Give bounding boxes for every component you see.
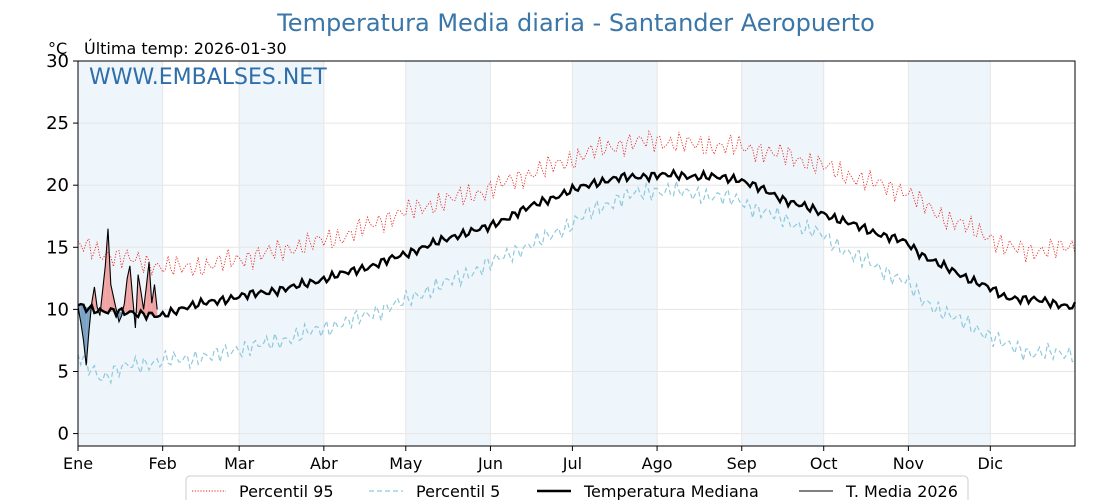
x-tick-label-mar: Mar: [224, 454, 255, 473]
anomaly-fill-25: [146, 262, 150, 316]
x-tick-label-sep: Sep: [727, 454, 757, 473]
anomaly-fill-10: [105, 228, 109, 312]
unit-label: °C: [48, 39, 67, 58]
month-band-may: [405, 61, 491, 446]
legend-box: [185, 475, 969, 500]
anomaly-fill-9: [102, 265, 106, 312]
chart-title: Temperatura Media diaria - Santander Aer…: [276, 9, 875, 37]
x-tick-label-abr: Abr: [310, 454, 338, 473]
x-tick-label-jul: Jul: [562, 454, 582, 473]
x-tick-label-ene: Ene: [63, 454, 93, 473]
month-bands: [78, 61, 991, 446]
x-tick-label-dic: Dic: [978, 454, 1004, 473]
y-tick-label-25: 25: [46, 113, 69, 134]
y-tick-label-15: 15: [46, 237, 69, 258]
month-band-mar: [239, 61, 324, 446]
legend-label-3: T. Media 2026: [845, 482, 958, 500]
y-tick-label-30: 30: [46, 51, 69, 72]
series-line-percentil-5: [77, 180, 1076, 385]
month-band-sep: [741, 61, 824, 446]
legend: Percentil 95 Percentil 5 Temperatura Media…: [185, 475, 969, 500]
x-axis: Ene Feb Mar Abr May Jun Jul Ago Sep Oct Nov Dic: [63, 446, 1003, 473]
anomaly-fill-1: [80, 305, 84, 341]
y-tick-label-5: 5: [58, 361, 69, 382]
series-line-t-media-2026: [77, 228, 158, 366]
y-axis: 0 5 10 15 20 25 30: [46, 51, 78, 445]
watermark: WWW.EMBALSES.NET: [89, 65, 327, 90]
y-tick-label-20: 20: [46, 175, 69, 196]
anomaly-fill-22: [138, 274, 141, 314]
x-tick-label-jun: Jun: [477, 454, 503, 473]
month-band-jul: [572, 61, 658, 446]
x-tick-label-feb: Feb: [149, 454, 177, 473]
x-tick-label-may: May: [389, 454, 422, 473]
y-tick-label-10: 10: [46, 299, 69, 320]
legend-label-1: Percentil 5: [416, 482, 500, 500]
series-line-temperatura-mediana: [77, 167, 1077, 322]
plot-frame: [77, 60, 1076, 447]
anomaly-fill-2: [83, 306, 87, 366]
x-tick-label-nov: Nov: [893, 454, 924, 473]
series-lines: [77, 130, 1077, 385]
legend-label-0: Percentil 95: [239, 482, 334, 500]
last-temp-label: Última temp: 2026-01-30: [84, 39, 287, 58]
x-tick-label-oct: Oct: [810, 454, 838, 473]
x-tick-label-ago: Ago: [642, 454, 673, 473]
series-line-percentil-95: [77, 130, 1076, 278]
y-tick-label-0: 0: [58, 424, 69, 445]
month-band-ene: [78, 61, 163, 446]
anomaly-fill-12: [110, 284, 114, 312]
legend-label-2: Temperatura Mediana: [583, 482, 759, 500]
